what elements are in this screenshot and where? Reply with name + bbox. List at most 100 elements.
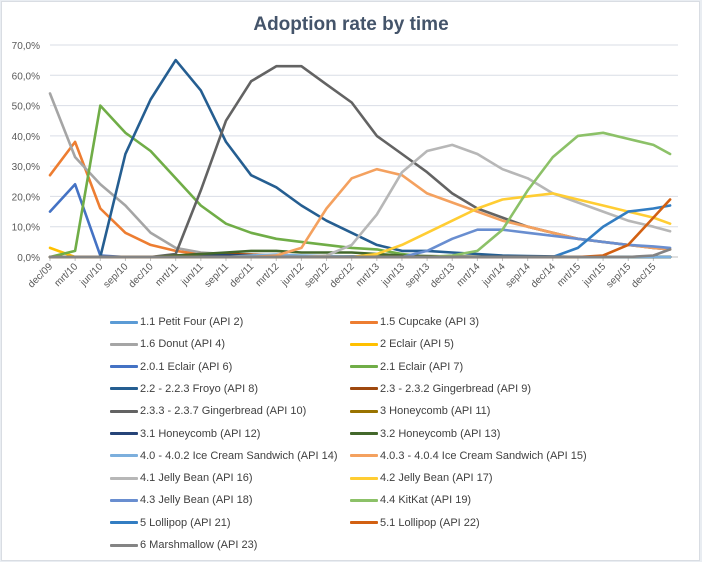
y-axis-ticks: 0,0% 10,0% 20,0% 30,0% 40,0% 50,0% 60,0% 70,0% [12, 41, 40, 264]
x-tick-label: dec/09 [26, 261, 55, 290]
x-tick-label: jun/10 [78, 261, 106, 289]
series-line-5 [48, 183, 672, 259]
x-tick-label: mrt/15 [555, 261, 583, 289]
legend-label: 2.3.3 - 2.3.7 Gingerbread (API 10) [140, 405, 307, 418]
legend-swatch [350, 387, 378, 391]
legend-swatch [350, 498, 378, 502]
legend-item: 4.1 Jelly Bean (API 16) [110, 467, 253, 489]
y-tick-label: 30,0% [12, 162, 40, 173]
series-line-9 [48, 64, 672, 259]
legend-item: 3 Honeycomb (API 11) [350, 400, 490, 422]
x-tick-label: sep/11 [203, 261, 232, 290]
legend-label: 1.5 Cupcake (API 3) [380, 316, 480, 328]
x-tick-label: dec/14 [529, 261, 558, 290]
x-tick-label: jun/15 [580, 261, 608, 289]
legend-swatch [350, 454, 378, 458]
series-line-7 [48, 58, 672, 259]
legend-item: 1.5 Cupcake (API 3) [350, 311, 479, 333]
x-tick-label: mrt/13 [354, 261, 382, 289]
legend-swatch [350, 342, 378, 346]
x-tick-label: mrt/11 [154, 261, 182, 289]
legend-item: 4.2 Jelly Bean (API 17) [350, 467, 493, 489]
legend-label: 4.1 Jelly Bean (API 16) [140, 472, 253, 485]
legend-item: 3.2 Honeycomb (API 13) [350, 423, 500, 445]
series-line-21 [48, 248, 672, 259]
legend-label: 3 Honeycomb (API 11) [380, 405, 491, 418]
legend-label: 4.0 - 4.0.2 Ice Cream Sandwich (API 14) [140, 449, 338, 462]
plot-area: 0,0%10,0%20,0%30,0%40,0%50,0%60,0%70,0% … [12, 41, 678, 290]
x-tick-label: dec/15 [629, 261, 658, 290]
x-tick-label: mrt/12 [254, 261, 282, 289]
legend-label: 6 Marshmallow (API 23) [140, 539, 258, 551]
y-tick-label: 10,0% [12, 223, 40, 234]
legend-label: 2.2 - 2.2.3 Froyo (API 8) [140, 382, 258, 395]
legend-item: 6 Marshmallow (API 23) [110, 534, 257, 556]
legend-label: 3.2 Honeycomb (API 13) [380, 427, 501, 440]
legend-item: 2.1 Eclair (API 7) [350, 356, 463, 378]
legend-swatch [110, 543, 138, 547]
legend-swatch [350, 320, 378, 324]
x-tick-label: jun/12 [279, 261, 307, 289]
x-tick-label: dec/13 [428, 261, 457, 290]
legend-label: 2.1 Eclair (API 7) [380, 360, 464, 373]
x-axis: dec/09mrt/10jun/10sep/10dec/10mrt/11jun/… [26, 256, 678, 290]
legend-swatch [110, 521, 138, 525]
legend-swatch [350, 409, 378, 413]
legend-label: 3.1 Honeycomb (API 12) [140, 427, 261, 440]
legend-label: 4.3 Jelly Bean (API 18) [140, 494, 253, 507]
legend-swatch [110, 432, 138, 435]
legend-item: 2.3.3 - 2.3.7 Gingerbread (API 10) [110, 400, 306, 422]
legend-item: 2 Eclair (API 5) [350, 333, 454, 355]
legend-item: 4.0.3 - 4.0.4 Ice Cream Sandwich (API 15… [350, 445, 587, 467]
legend-label: 2.3 - 2.3.2 Gingerbread (API 9) [380, 382, 532, 395]
legend-swatch [110, 365, 138, 369]
x-tick-label: jun/14 [480, 261, 508, 289]
legend-item: 4.0 - 4.0.2 Ice Cream Sandwich (API 14) [110, 445, 337, 467]
legend-item: 5.1 Lollipop (API 22) [350, 512, 480, 534]
legend-label: 1.1 Petit Four (API 2) [140, 316, 244, 328]
legend-item: 5 Lollipop (API 21) [110, 512, 231, 534]
legend-label: 5 Lollipop (API 21) [140, 516, 231, 529]
legend-swatch [110, 454, 138, 458]
series-lines [48, 58, 672, 259]
y-tick-label: 70,0% [12, 41, 40, 52]
gridlines [50, 44, 678, 258]
legend-label: 2.0.1 Eclair (API 6) [140, 360, 233, 373]
legend-swatch [350, 521, 378, 525]
legend-swatch [110, 387, 138, 391]
series-line-14 [48, 167, 672, 259]
legend-label: 4.4 KitKat (API 19) [380, 494, 472, 507]
legend-label: 4.0.3 - 4.0.4 Ice Cream Sandwich (API 15… [380, 449, 587, 462]
legend-swatch [350, 432, 378, 435]
y-tick-label: 20,0% [12, 192, 40, 203]
x-tick-label: mrt/10 [52, 261, 80, 289]
chart-title: Adoption rate by time [253, 14, 449, 35]
x-tick-label: sep/14 [504, 261, 533, 290]
legend-item: 4.3 Jelly Bean (API 18) [110, 489, 253, 511]
x-tick-label: sep/13 [403, 261, 432, 290]
legend-label: 2 Eclair (API 5) [380, 338, 454, 351]
x-tick-label: sep/15 [604, 261, 633, 290]
x-tick-label: dec/10 [127, 261, 156, 290]
legend-item: 1.1 Petit Four (API 2) [110, 311, 243, 333]
x-tick-label: sep/12 [303, 261, 332, 290]
legend-label: 1.6 Donut (API 4) [140, 338, 225, 351]
legend-item: 2.2 - 2.2.3 Froyo (API 8) [110, 378, 258, 400]
legend-label: 4.2 Jelly Bean (API 17) [380, 472, 493, 485]
y-tick-label: 0,0% [17, 253, 40, 264]
legend-item: 1.6 Donut (API 4) [110, 333, 225, 355]
legend-item: 3.1 Honeycomb (API 12) [110, 423, 260, 445]
x-tick-label: dec/11 [228, 261, 257, 290]
y-tick-label: 40,0% [12, 132, 40, 143]
legend-swatch [110, 409, 138, 413]
legend-item: 4.4 KitKat (API 19) [350, 489, 471, 511]
x-tick-label: sep/10 [102, 261, 131, 290]
y-tick-label: 50,0% [12, 102, 40, 113]
legend-swatch [350, 365, 378, 369]
legend-swatch [350, 476, 378, 480]
x-tick-label: jun/11 [179, 261, 207, 289]
legend-swatch [110, 498, 138, 502]
legend-item: 2.0.1 Eclair (API 6) [110, 356, 232, 378]
legend-item: 2.3 - 2.3.2 Gingerbread (API 9) [350, 378, 531, 400]
